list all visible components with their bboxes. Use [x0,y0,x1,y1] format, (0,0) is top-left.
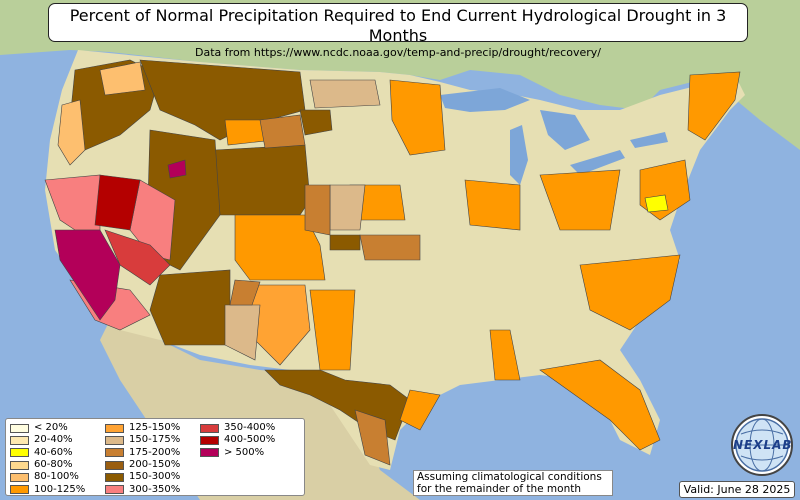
region-150-175 [309,79,381,109]
legend-swatch [10,448,29,458]
legend-label: 175-200% [129,446,181,458]
region-over-500 [54,229,121,321]
legend-item: 80-100% [10,471,105,483]
region-150-300 [329,234,361,251]
lake-erie [570,150,625,175]
legend-item: 100-125% [10,483,105,495]
legend-label: 150-300% [129,471,181,483]
valid-date: Valid: June 28 2025 [679,481,795,498]
map-title: Percent of Normal Precipitation Required… [69,6,727,45]
legend-item: 400-500% [200,434,300,446]
legend-swatch [10,435,29,445]
legend-item: 60-80% [10,459,105,471]
region-175-200 [304,184,331,236]
region-100-125 [579,254,681,331]
region-350-400 [104,229,171,286]
region-100-125 [489,329,521,381]
legend-label: 40-60% [34,446,73,458]
region-150-300 [299,109,333,136]
region-100-125 [464,179,521,231]
legend-swatch [105,448,124,458]
region-100-125 [539,169,621,231]
region-150-300 [214,144,311,216]
region-150-175 [329,184,366,231]
legend-swatch [200,435,219,445]
legend-swatch [105,423,124,433]
legend-swatch [105,485,124,495]
legend-label: 400-500% [224,434,276,446]
region-175-200 [359,234,421,261]
legend-label: 150-175% [129,434,181,446]
legend-label: 20-40% [34,434,73,446]
legend-item: > 500% [200,447,300,459]
legend-label: 200-150% [129,459,181,471]
legend-swatch [10,472,29,482]
legend-label: 350-400% [224,422,276,434]
legend-swatch [10,460,29,470]
region-80-100 [57,99,86,166]
legend-swatch [200,448,219,458]
region-100-125 [389,79,446,156]
region-100-125 [309,289,356,371]
legend-label: 100-125% [34,483,86,495]
legend-label: 80-100% [34,471,79,483]
legend-item: 40-60% [10,447,105,459]
legend-swatch [105,435,124,445]
legend-swatch [200,423,219,433]
note-line-1: Assuming climatological conditions [417,471,602,483]
legend-label: 300-350% [129,483,181,495]
legend-item: 200-150% [105,459,200,471]
nexlab-logo: NEXLAB [731,414,793,476]
map-subtitle: Data from https://www.ncdc.noaa.gov/temp… [195,46,601,59]
legend-swatch [10,485,29,495]
lake-superior [440,88,530,112]
globe-icon [735,418,789,472]
legend-label: < 20% [34,422,68,434]
lake-ontario [630,132,668,148]
title-box: Percent of Normal Precipitation Required… [48,3,748,59]
legend-item: 150-175% [105,434,200,446]
legend-item: 150-300% [105,471,200,483]
legend-swatch [105,460,124,470]
legend: < 20% 20-40% 40-60% 60-80% 80-100% 100-125% 12… [5,418,305,496]
legend-label: 125-150% [129,422,181,434]
assumption-note: Assuming climatological conditions for t… [413,470,613,496]
region-150-300 [149,269,231,346]
region-80-100 [99,61,146,96]
region-100-125 [399,389,441,431]
region-40-60 [644,194,669,213]
legend-item: 300-350% [105,483,200,495]
legend-item: 20-40% [10,434,105,446]
region-175-200 [229,279,261,306]
region-175-200 [354,409,391,466]
logo-text: NEXLAB [733,438,793,452]
region-100-125 [539,359,661,451]
region-175-200 [259,114,306,149]
drought-regions [44,59,741,466]
region-100-125 [687,71,741,141]
legend-item: < 20% [10,422,105,434]
legend-swatch [10,423,29,433]
legend-item: 125-150% [105,422,200,434]
lake-michigan [510,125,528,185]
legend-label: > 500% [224,446,265,458]
region-over-500 [167,159,187,179]
legend-item: 175-200% [105,447,200,459]
region-400-500 [94,174,141,231]
legend-swatch [105,472,124,482]
lake-huron [540,110,590,150]
legend-item: 350-400% [200,422,300,434]
note-line-2: for the remainder of the month [417,483,582,495]
legend-label: 60-80% [34,459,73,471]
